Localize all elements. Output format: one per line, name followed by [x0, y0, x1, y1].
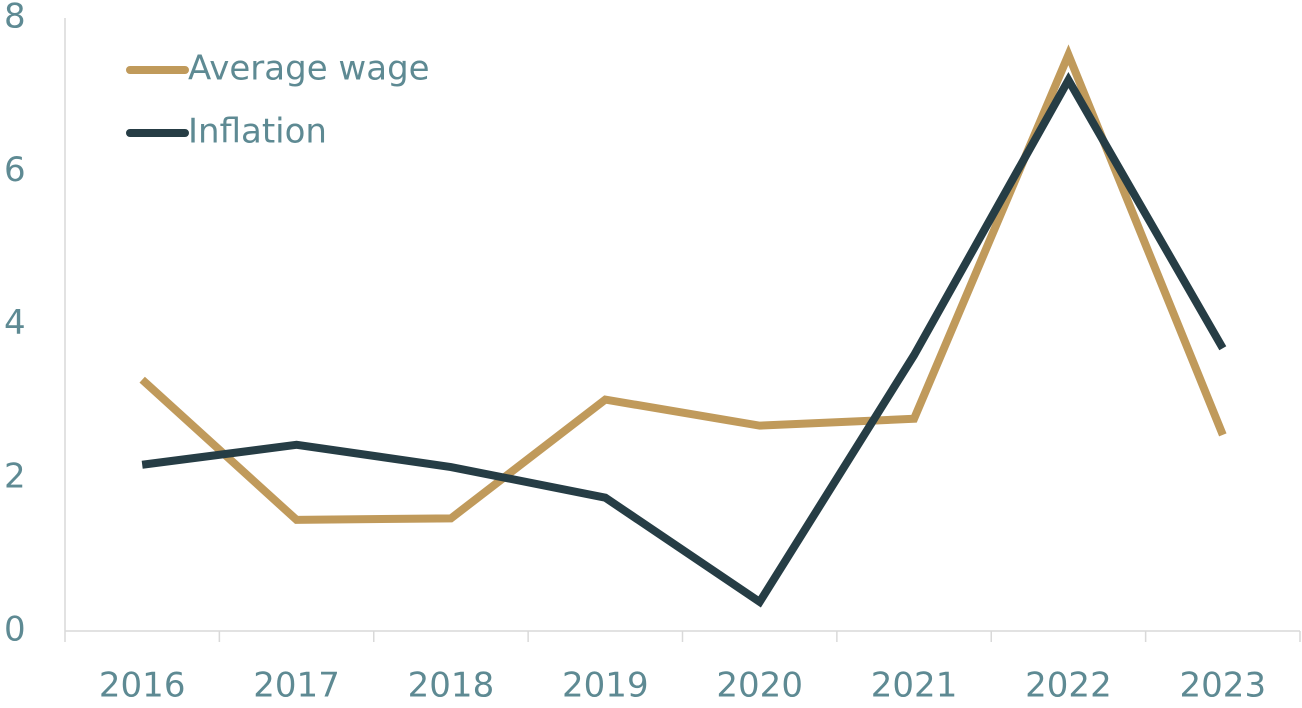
y-tick-label: 8 [4, 0, 26, 37]
x-tick-label: 2017 [253, 666, 340, 705]
y-tick-label: 4 [4, 303, 26, 343]
x-tick-label: 2019 [562, 666, 649, 705]
legend-label: Inflation [188, 112, 327, 152]
y-tick-label: 6 [4, 150, 26, 190]
line-series [141, 71, 1227, 608]
x-tick-label: 2022 [1025, 666, 1112, 705]
y-tick-label: 2 [4, 456, 26, 496]
x-tick-label: 2016 [99, 666, 186, 705]
x-tick-label: 2023 [1180, 666, 1267, 705]
x-tick-label: 2021 [871, 666, 958, 705]
line-series [139, 44, 1227, 524]
x-tick-label: 2020 [716, 666, 803, 705]
y-tick-label: 0 [4, 610, 26, 650]
x-tick-label: 2018 [408, 666, 495, 705]
legend-label: Average wage [188, 49, 430, 89]
